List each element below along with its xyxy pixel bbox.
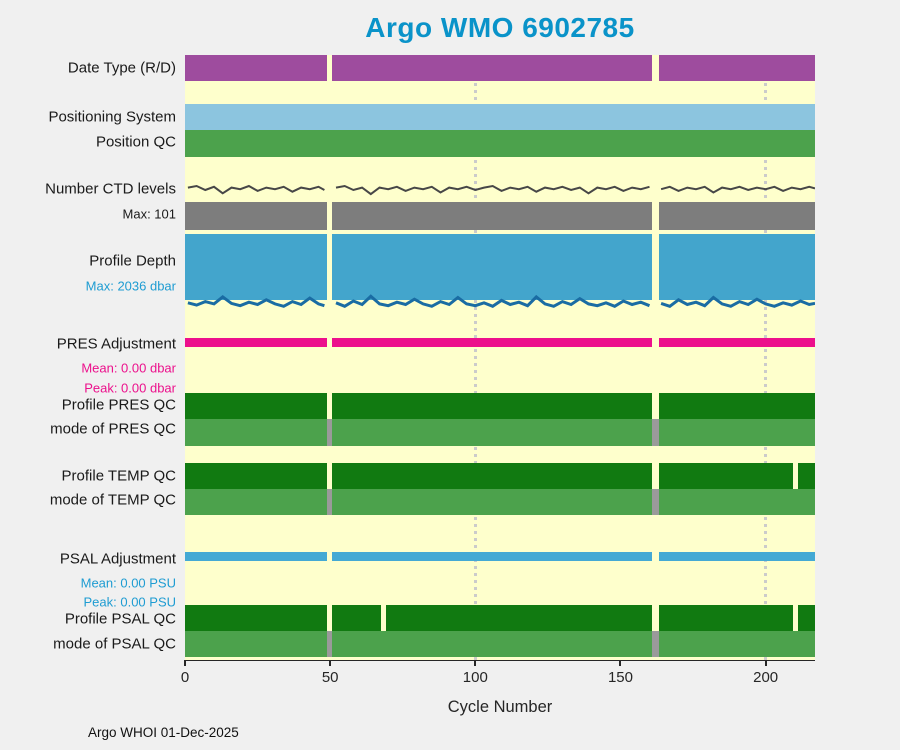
bar-segment xyxy=(185,489,815,515)
label-pres-adjustment: PRES Adjustment xyxy=(56,335,176,353)
label-mode-pres-qc: mode of PRES QC xyxy=(50,420,176,438)
bar-segment xyxy=(331,393,653,419)
plot-area xyxy=(185,55,815,661)
bar-segment xyxy=(185,130,815,157)
bar-mark xyxy=(652,489,660,515)
bar-segment xyxy=(331,202,653,230)
bar-segment xyxy=(185,463,327,489)
bar-segment xyxy=(659,55,815,81)
bar-segment xyxy=(185,202,327,230)
page-title: Argo WMO 6902785 xyxy=(365,12,635,43)
bar-segment xyxy=(185,338,327,347)
profile-pres-qc-bar xyxy=(185,393,815,419)
label-psal-adjustment: PSAL Adjustment xyxy=(59,550,176,568)
mode-pres-qc-bar xyxy=(185,419,815,446)
label-depth-max: Max: 2036 dbar xyxy=(85,278,176,294)
ctd-levels-trace xyxy=(335,184,650,196)
bar-segment xyxy=(185,393,327,419)
label-ctd-max: Max: 101 xyxy=(122,206,176,222)
label-mode-temp-qc: mode of TEMP QC xyxy=(49,491,176,509)
bar-segment xyxy=(659,202,815,230)
bar-mark xyxy=(652,419,660,446)
x-tick-label: 200 xyxy=(753,669,779,686)
bar-segment xyxy=(798,463,815,489)
grid-line-100 xyxy=(473,55,477,660)
psal-adjustment-bar xyxy=(185,552,815,561)
x-tick-label: 0 xyxy=(180,669,190,686)
label-profile-psal-qc: Profile PSAL QC xyxy=(64,610,176,628)
label-profile-temp-qc: Profile TEMP QC xyxy=(61,467,176,485)
bar-segment xyxy=(185,419,815,446)
bar-segment xyxy=(185,552,327,561)
bar-segment xyxy=(659,338,815,347)
profile-temp-qc-bar xyxy=(185,463,815,489)
bar-segment xyxy=(185,234,327,300)
profile-psal-qc-bar xyxy=(185,605,815,631)
bar-segment xyxy=(386,605,653,631)
positioning-system-bar xyxy=(185,104,815,130)
bar-segment xyxy=(185,55,327,81)
bar-segment xyxy=(185,631,815,657)
label-psal-mean: Mean: 0.00 PSU xyxy=(80,575,176,591)
bar-segment xyxy=(331,55,653,81)
bar-mark xyxy=(652,631,660,657)
x-tick xyxy=(184,660,186,666)
bar-segment xyxy=(798,605,815,631)
label-position-qc: Position QC xyxy=(95,133,176,151)
bar-segment xyxy=(331,338,653,347)
row-labels: Date Type (R/D) Positioning System Positio… xyxy=(0,55,181,660)
pres-adjustment-bar xyxy=(185,338,815,347)
bar-segment xyxy=(659,552,815,561)
x-axis-label: Cycle Number xyxy=(447,698,553,716)
bar-mark xyxy=(326,419,332,446)
x-tick-label: 150 xyxy=(607,669,633,686)
label-positioning-system: Positioning System xyxy=(48,108,176,126)
bar-segment xyxy=(331,552,653,561)
bar-segment xyxy=(659,605,794,631)
position-qc-bar xyxy=(185,130,815,157)
profile-depth-bar xyxy=(185,234,815,300)
bar-segment xyxy=(331,605,381,631)
bar-segment xyxy=(331,463,653,489)
label-number-ctd-levels: Number CTD levels xyxy=(45,180,176,198)
grid-line-200 xyxy=(764,55,768,660)
label-profile-depth: Profile Depth xyxy=(89,252,176,270)
label-pres-peak: Peak: 0.00 dbar xyxy=(84,380,176,396)
bar-segment xyxy=(185,605,327,631)
x-tick xyxy=(764,660,767,666)
x-tick xyxy=(329,660,332,666)
ctd-levels-bar xyxy=(185,202,815,230)
mode-psal-qc-bar xyxy=(185,631,815,657)
ctd-levels-trace xyxy=(187,184,325,195)
x-tick-label: 50 xyxy=(321,669,339,686)
ctd-levels-trace xyxy=(660,185,815,194)
date-type-bar xyxy=(185,55,815,81)
label-profile-pres-qc: Profile PRES QC xyxy=(61,396,176,414)
bar-segment xyxy=(659,234,815,300)
x-tick-label: 100 xyxy=(462,669,488,686)
bar-segment xyxy=(659,463,794,489)
label-date-type: Date Type (R/D) xyxy=(67,59,176,77)
label-mode-psal-qc: mode of PSAL QC xyxy=(53,635,176,653)
bar-segment xyxy=(185,104,815,130)
label-pres-mean: Mean: 0.00 dbar xyxy=(81,360,176,376)
mode-temp-qc-bar xyxy=(185,489,815,515)
bar-mark xyxy=(326,631,332,657)
x-tick xyxy=(619,660,622,666)
label-psal-peak: Peak: 0.00 PSU xyxy=(83,594,177,610)
bar-segment xyxy=(331,234,653,300)
bar-segment xyxy=(659,393,815,419)
bar-mark xyxy=(326,489,332,515)
x-tick xyxy=(474,660,477,666)
footer-note: Argo WHOI 01-Dec-2025 xyxy=(88,725,239,740)
